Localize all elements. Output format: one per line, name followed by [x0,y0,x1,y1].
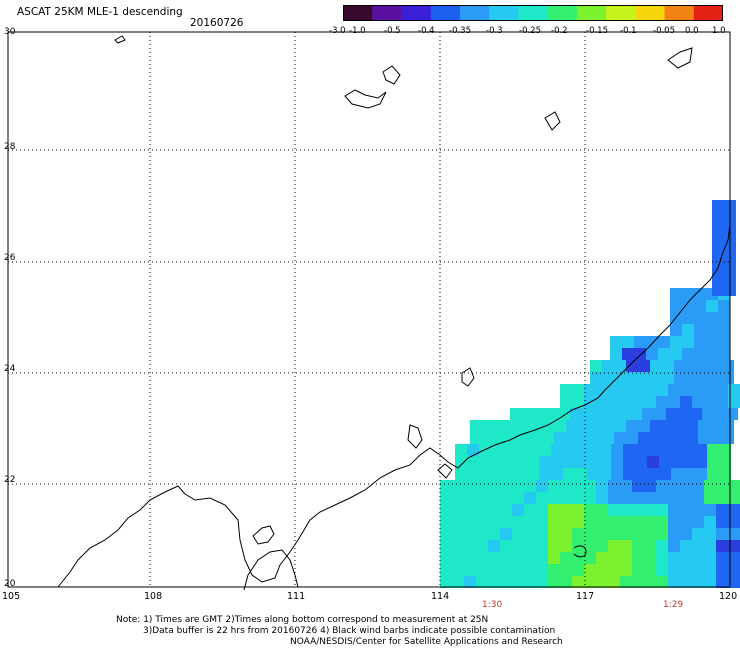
chart-date: 20160726 [190,17,244,29]
colorbar-segment [693,5,723,21]
map-frame [7,31,731,588]
colorbar-label: -0.4 [418,26,435,36]
colorbar-label: 1.0 [712,26,726,36]
chart-title: ASCAT 25KM MLE-1 descending [17,6,183,18]
colorbar-segment [518,5,549,21]
colorbar-segment [372,5,402,21]
lat-label-20: 20 [4,579,16,589]
colorbar-segment [664,5,695,21]
colorbar-segment [547,5,578,21]
colorbar-label: -0.25 [519,26,541,36]
lat-label-22: 22 [4,475,16,485]
colorbar [343,5,723,21]
lon-label-108: 108 [144,591,163,602]
scatterometer-swath [440,200,740,588]
lon-label-114: 114 [431,591,450,602]
time-label-left: 1:30 [482,600,503,610]
colorbar-segment [430,5,461,21]
colorbar-label: -1.0 [349,26,366,36]
lon-label-117: 117 [576,591,595,602]
colorbar-label: -0.5 [384,26,401,36]
note-line-3: NOAA/NESDIS/Center for Satellite Applica… [290,637,563,647]
colorbar-segment [576,5,607,21]
lat-label-26: 26 [4,253,16,263]
colorbar-segment [343,5,373,21]
colorbar-label: -0.3 [486,26,503,36]
colorbar-segment [606,5,636,21]
note-line-2: 3)Data buffer is 22 hrs from 20160726 4)… [143,626,556,636]
colorbar-segment [459,5,490,21]
colorbar-label: -0.1 [620,26,637,36]
coastline [57,35,731,591]
colorbar-segment [489,5,519,21]
lon-label-120: 120 [719,591,738,602]
lat-label-28: 28 [4,142,16,152]
colorbar-segment [401,5,432,21]
lon-label-105: 105 [2,591,21,602]
colorbar-label: -0.35 [449,26,471,36]
lon-label-111: 111 [287,591,306,602]
colorbar-label: -0.2 [551,26,568,36]
colorbar-label: -0.15 [586,26,608,36]
note-line-1: Note: 1) Times are GMT 2)Times along bot… [116,615,489,625]
lat-label-30: 30 [4,27,16,37]
lat-label-24: 24 [4,364,16,374]
colorbar-label: -0.05 [653,26,675,36]
colorbar-label: 0.0 [685,26,699,36]
colorbar-labels: -3.0 -1.0 -0.5 -0.4 -0.35 -0.3 -0.25 -0.2 -0.15 -… [329,26,729,38]
colorbar-label: -3.0 [329,26,346,36]
time-label-right: 1:29 [663,600,684,610]
colorbar-segment [635,5,666,21]
